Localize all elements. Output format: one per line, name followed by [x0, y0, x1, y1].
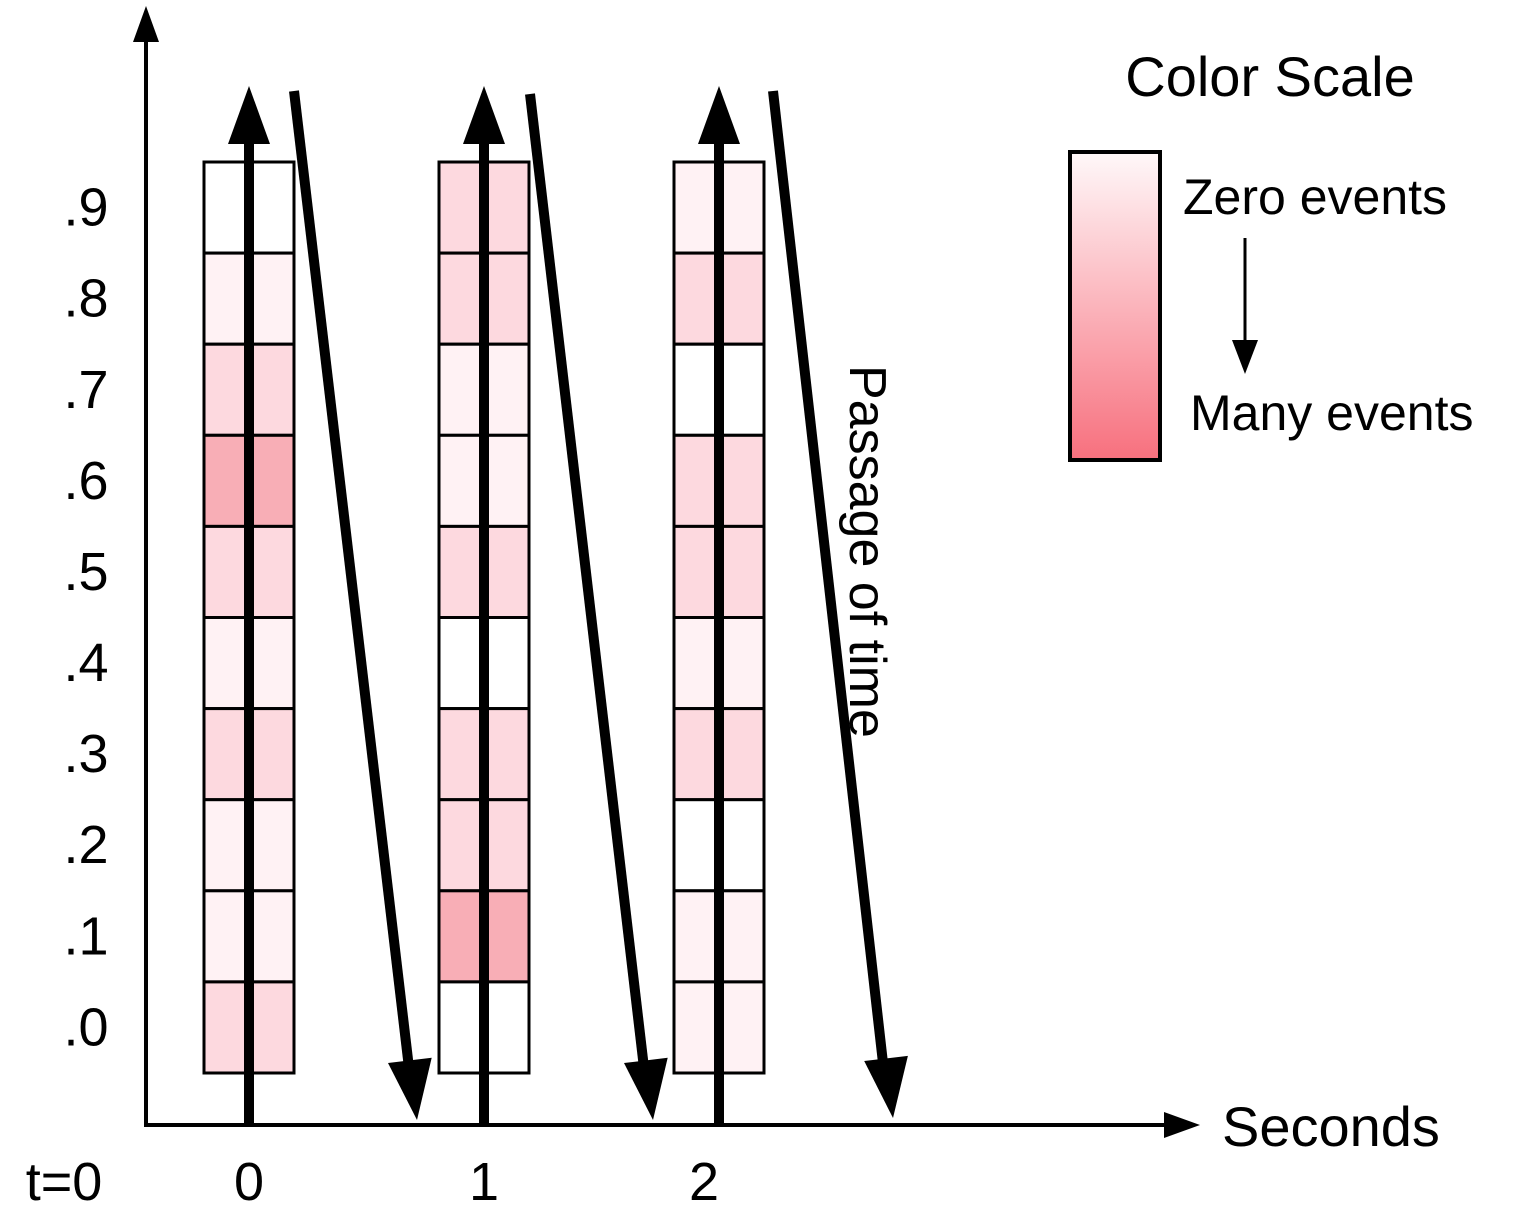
heatmap-cell: [247, 707, 296, 802]
y-tick-label: .7: [63, 360, 108, 420]
heatmap-cell: [717, 342, 766, 437]
heatmap-cell: [437, 251, 486, 346]
time-flow-arrowhead: [624, 1057, 668, 1120]
heatmap-cell: [437, 433, 486, 528]
heatmap-cell: [717, 433, 766, 528]
heatmap-cell: [247, 251, 296, 346]
heatmap-cell: [482, 342, 531, 437]
time-flow-arrow-line: [289, 90, 414, 1069]
heatmap-cell: [202, 160, 251, 255]
y-tick-label: .8: [63, 269, 108, 329]
legend-gradient-bar: [1068, 150, 1162, 462]
passage-of-time-label: Passage of time: [838, 365, 896, 738]
x-tick-label-2: 2: [689, 1152, 719, 1209]
heatmap-cell: [247, 524, 296, 620]
heatmap-cell: [482, 889, 531, 984]
flow-arrows: [228, 86, 908, 1125]
heatmap-cell: [202, 433, 251, 528]
heatmap-cells: [202, 160, 766, 1075]
heatmap-cell: [482, 707, 531, 802]
legend-arrowhead: [1232, 340, 1258, 374]
column-up-arrowhead: [698, 86, 740, 144]
heatmap-cell: [202, 707, 251, 802]
heatmap-cell: [672, 524, 721, 620]
heatmap-cell: [672, 707, 721, 802]
heatmap-cell: [202, 980, 251, 1075]
time-flow-arrowhead: [388, 1057, 432, 1120]
heatmap-cell: [717, 251, 766, 346]
y-tick-label: .4: [63, 633, 108, 693]
heatmap-cell: [672, 889, 721, 984]
x-tick-label-0: 0: [234, 1152, 264, 1209]
heatmap-cell: [482, 616, 531, 711]
column-up-arrowhead: [463, 86, 505, 144]
time-flow-arrow-line: [525, 93, 649, 1069]
x-axis-arrowhead: [1164, 1112, 1200, 1138]
heatmap-cell: [202, 889, 251, 984]
heatmap-cell: [437, 616, 486, 711]
x-tick-label-1: 1: [469, 1152, 499, 1209]
legend-zero-label: Zero events: [1183, 169, 1447, 225]
heatmap-cell: [717, 889, 766, 984]
heatmap-cell: [482, 160, 531, 255]
heatmap-cell: [672, 433, 721, 528]
heatmap-cell: [437, 524, 486, 620]
axes: [133, 6, 1200, 1138]
heatmap-cell: [717, 524, 766, 620]
heatmap-cell: [247, 798, 296, 893]
heatmap-cell: [247, 433, 296, 528]
heatmap-cell: [717, 707, 766, 802]
heatmap-cell: [437, 980, 486, 1075]
heatmap-cell: [672, 251, 721, 346]
heatmap-cell: [482, 980, 531, 1075]
heatmap-cell: [202, 798, 251, 893]
heatmap-cell: [672, 616, 721, 711]
heatmap-cell: [202, 524, 251, 620]
heatmap-cell: [247, 342, 296, 437]
color-scale-legend: Color Scale Zero events Many events: [1068, 45, 1473, 462]
y-tick-label: .5: [63, 542, 108, 602]
y-tick-label: .9: [63, 178, 108, 238]
heatmap-cell: [672, 798, 721, 893]
heatmap-cell: [437, 342, 486, 437]
heatmap-cell: [437, 160, 486, 255]
heatmap-cell: [717, 160, 766, 255]
heatmap-cell: [247, 980, 296, 1075]
heatmap-cell: [672, 160, 721, 255]
y-tick-labels: .9 .8 .7 .6 .5 .4 .3 .2 .1 .0: [63, 178, 108, 1058]
legend-title: Color Scale: [1125, 45, 1414, 108]
y-axis-arrowhead: [133, 6, 159, 42]
time-flow-arrowhead: [864, 1055, 908, 1118]
x-axis-label: Seconds: [1222, 1095, 1440, 1158]
column-up-arrowhead: [228, 86, 270, 144]
heatmap-cell: [717, 980, 766, 1075]
heatmap-cell: [247, 889, 296, 984]
time-flow-arrow-line: [768, 90, 888, 1064]
heatmap-cell: [482, 251, 531, 346]
heatmap-cell: [437, 707, 486, 802]
legend-many-label: Many events: [1190, 385, 1473, 441]
heatmap-cell: [672, 342, 721, 437]
heatmap-cell: [437, 889, 486, 984]
heatmap-cell: [247, 616, 296, 711]
heatmap-cell: [202, 251, 251, 346]
heatmap-cell: [437, 798, 486, 893]
heatmap-cell: [717, 798, 766, 893]
y-tick-label: .2: [63, 815, 108, 875]
heatmap-cell: [482, 433, 531, 528]
y-tick-label: .3: [63, 724, 108, 784]
heatmap-cell: [202, 616, 251, 711]
y-tick-label: .1: [63, 906, 108, 966]
y-tick-label: .6: [63, 451, 108, 511]
heatmap-cell: [247, 160, 296, 255]
heatmap-cell: [482, 524, 531, 620]
origin-label: t=0: [26, 1152, 103, 1209]
heatmap-cell: [482, 798, 531, 893]
heatmap-cell: [717, 616, 766, 711]
heatmap-cell: [202, 342, 251, 437]
y-tick-label: .0: [63, 998, 108, 1058]
heatmap-cell: [672, 980, 721, 1075]
